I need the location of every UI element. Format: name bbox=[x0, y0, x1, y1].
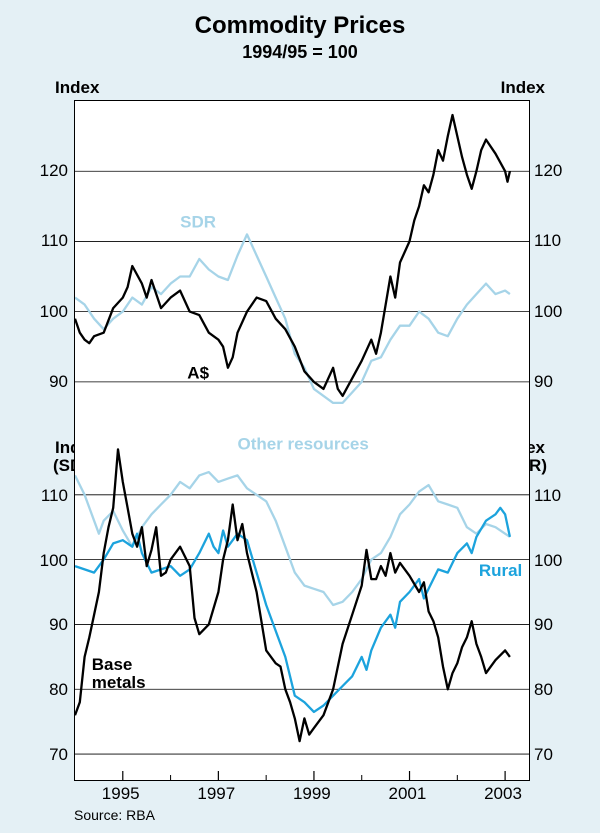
series-label-a-: A$ bbox=[187, 363, 209, 382]
x-tick-1997: 1997 bbox=[197, 784, 235, 804]
bottom-svg: Other resources Rural Basemetals bbox=[75, 430, 529, 780]
ytick-right-100: 100 bbox=[534, 551, 562, 571]
ytick-left-100: 100 bbox=[40, 302, 68, 322]
top-right-axis-label: Index bbox=[501, 78, 545, 98]
series-label-rural: Rural bbox=[479, 561, 522, 580]
series-a- bbox=[75, 115, 510, 396]
series-sdr bbox=[75, 234, 510, 403]
x-tick-2003: 2003 bbox=[484, 784, 522, 804]
ytick-left-80: 80 bbox=[49, 680, 68, 700]
ytick-right-90: 90 bbox=[534, 372, 553, 392]
series-label-sdr: SDR bbox=[180, 212, 216, 231]
ytick-left-120: 120 bbox=[40, 161, 68, 181]
series-base-nmetals bbox=[75, 449, 510, 741]
top-svg: SDR A$ bbox=[75, 101, 529, 431]
series-label-base-nmetals: metals bbox=[92, 673, 146, 692]
x-tick-1995: 1995 bbox=[102, 784, 140, 804]
ytick-left-90: 90 bbox=[49, 615, 68, 635]
series-label-base-nmetals: Base bbox=[92, 655, 133, 674]
ytick-right-70: 70 bbox=[534, 745, 553, 765]
ytick-right-90: 90 bbox=[534, 615, 553, 635]
chart-subtitle: 1994/95 = 100 bbox=[0, 42, 600, 63]
ytick-right-80: 80 bbox=[534, 680, 553, 700]
ytick-left-70: 70 bbox=[49, 745, 68, 765]
ytick-right-110: 110 bbox=[534, 486, 561, 506]
top-left-axis-label: Index bbox=[55, 78, 99, 98]
chart-container: Commodity Prices 1994/95 = 100 Index Ind… bbox=[0, 0, 600, 833]
top-plot: SDR A$ bbox=[74, 100, 530, 431]
x-tick-1999: 1999 bbox=[293, 784, 331, 804]
bottom-plot: Other resources Rural Basemetals bbox=[74, 430, 530, 781]
x-tick-2001: 2001 bbox=[389, 784, 427, 804]
ytick-right-100: 100 bbox=[534, 302, 562, 322]
ytick-left-100: 100 bbox=[40, 551, 68, 571]
series-label-other-resources: Other resources bbox=[237, 434, 368, 453]
ytick-left-110: 110 bbox=[41, 486, 68, 506]
ytick-left-90: 90 bbox=[49, 372, 68, 392]
ytick-right-120: 120 bbox=[534, 161, 562, 181]
chart-title: Commodity Prices bbox=[0, 0, 600, 40]
ytick-left-110: 110 bbox=[41, 231, 68, 251]
source-text: Source: RBA bbox=[74, 807, 155, 823]
ytick-right-110: 110 bbox=[534, 231, 561, 251]
